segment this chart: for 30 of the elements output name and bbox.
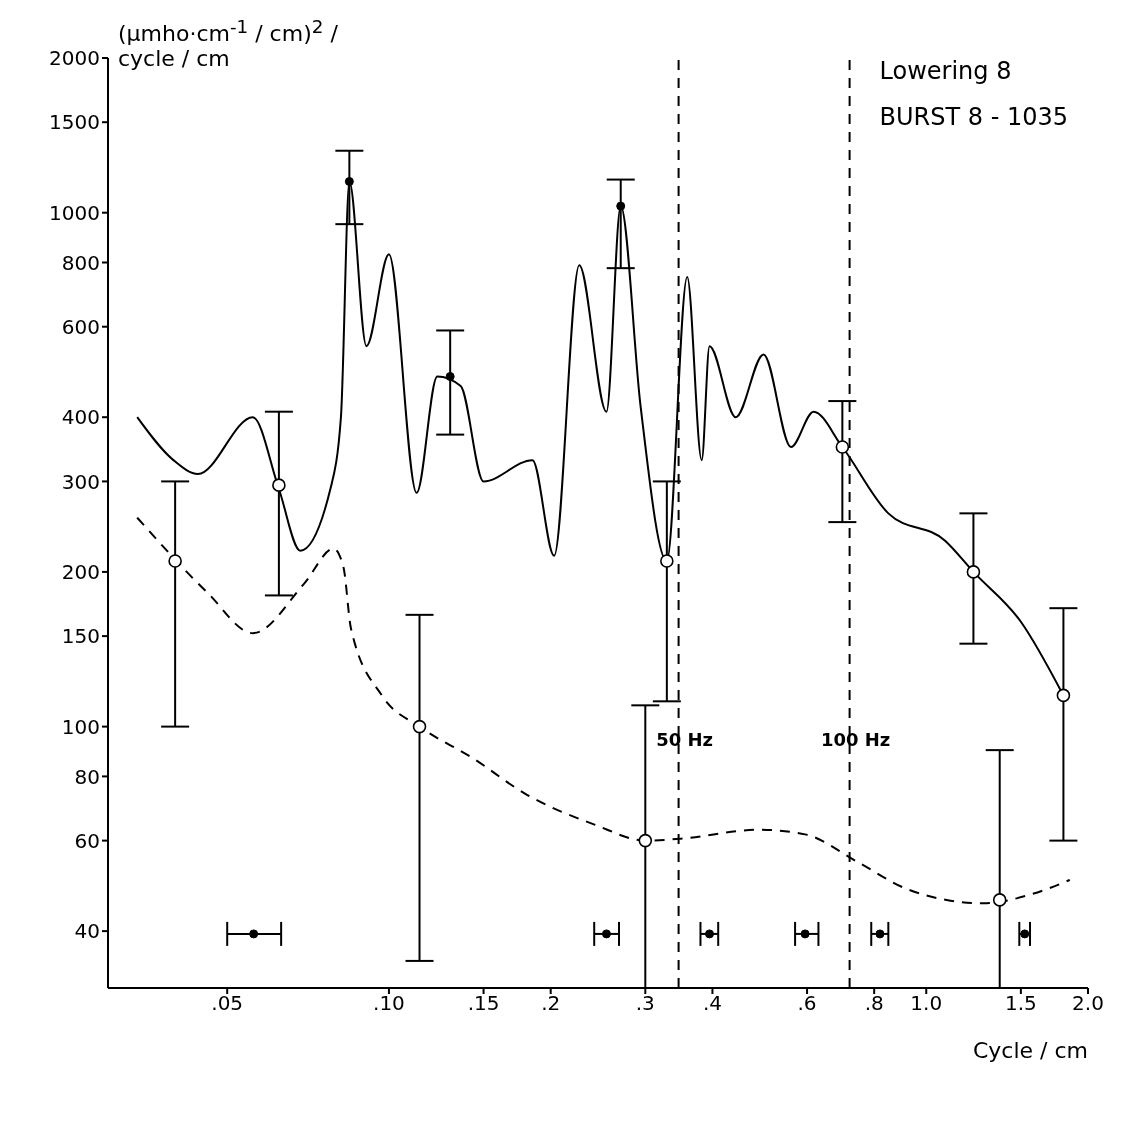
y-tick-label: 1500 — [49, 110, 100, 135]
y-tick-label: 60 — [74, 828, 100, 853]
y-tick-label: 1000 — [49, 200, 100, 225]
x-tick-label: .15 — [467, 991, 500, 1016]
ref-line-label: 50 Hz — [656, 729, 714, 751]
y-tick-label: 600 — [61, 314, 100, 339]
x-tick-label: 1.5 — [1004, 991, 1037, 1016]
y-tick-label: 150 — [61, 624, 100, 649]
ref-line-label: 100 Hz — [820, 729, 891, 751]
text: (μmho·cm$^{-1}$ / cm)$^{2}$ / cycle / cm — [118, 16, 338, 72]
x-tick-label: 2.0 — [1072, 991, 1104, 1016]
y-tick-label: 100 — [61, 714, 100, 739]
x-tick-label: .2 — [541, 991, 561, 1016]
y-tick-label: 400 — [61, 405, 100, 430]
x-axis-title: Cycle / cm — [972, 1038, 1088, 1063]
y-tick-label: 200 — [61, 560, 100, 585]
y-tick-label: 2000 — [49, 46, 100, 71]
x-tick-label: .05 — [211, 991, 244, 1016]
x-tick-label: .8 — [864, 991, 884, 1016]
x-tick-label: .4 — [702, 991, 722, 1016]
y-tick-label: 800 — [61, 250, 100, 275]
x-tick-label: .10 — [373, 991, 405, 1016]
y-tick-label: 80 — [74, 764, 100, 789]
annotation: BURST 8 - 1035 — [879, 102, 1068, 133]
y-tick-label: 300 — [61, 469, 100, 494]
annotation: Lowering 8 — [879, 56, 1013, 87]
x-tick-label: .6 — [797, 991, 817, 1016]
x-tick-label: .3 — [635, 991, 655, 1016]
x-tick-label: 1.0 — [910, 991, 943, 1016]
y-tick-label: 40 — [74, 919, 100, 944]
